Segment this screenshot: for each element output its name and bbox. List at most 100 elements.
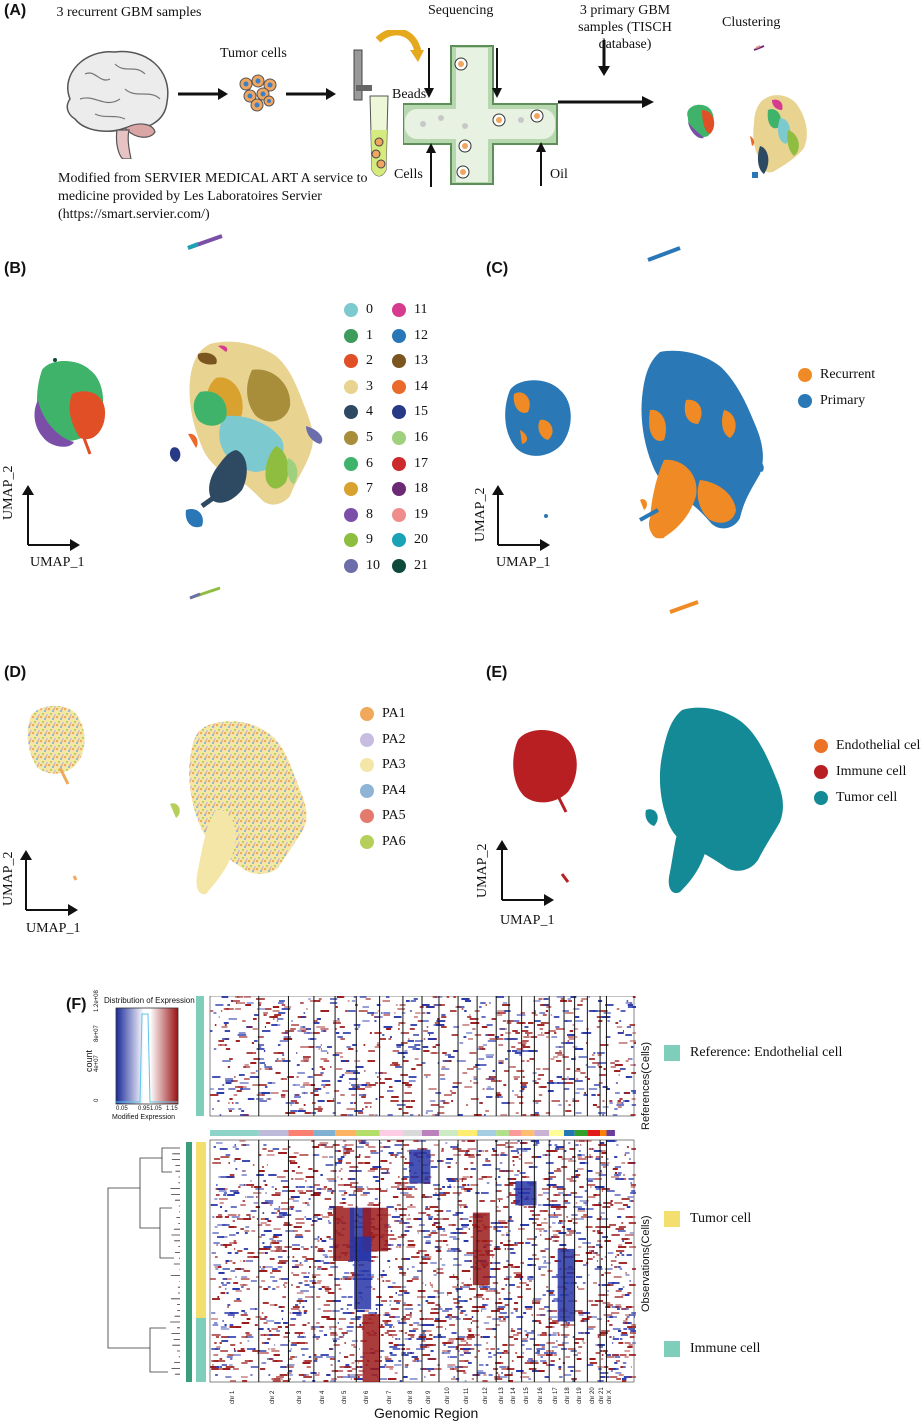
heatmap-cell (431, 1230, 436, 1232)
legend-dot (344, 533, 358, 548)
heatmap-cell (592, 1230, 596, 1232)
heatmap-cell (549, 1080, 553, 1082)
heatmap-cell (500, 1062, 504, 1064)
heatmap-cell (212, 1324, 219, 1326)
heatmap-cell (606, 1190, 615, 1192)
chromosome-strip (210, 1130, 259, 1136)
legend-dot (360, 707, 374, 721)
heatmap-cell (403, 1222, 410, 1224)
heatmap-cell (305, 1028, 312, 1030)
heatmap-cell (606, 1356, 615, 1358)
heatmap-cell (294, 1094, 300, 1096)
heatmap-cell (330, 1332, 337, 1334)
heatmap-cell (435, 1304, 441, 1306)
heatmap-cell (278, 1212, 288, 1214)
heatmap-cell (577, 1168, 584, 1170)
heatmap-cell (497, 1348, 500, 1350)
heatmap-cell (218, 1040, 225, 1042)
heatmap-cell (391, 1062, 399, 1064)
heatmap-cell (583, 1202, 588, 1204)
heatmap-cell (481, 1308, 487, 1310)
stray-cluster-a (187, 234, 223, 250)
heatmap-cell (410, 1100, 416, 1102)
heatmap-cell (597, 1062, 607, 1064)
heatmap-cell (629, 1040, 636, 1042)
cluster-legend-item: 9 (344, 532, 373, 548)
heatmap-cell (229, 1234, 236, 1236)
heatmap-cell (272, 1288, 276, 1290)
heatmap-cell (623, 1376, 632, 1378)
heatmap-cell (442, 1352, 451, 1354)
heatmap-cell (445, 1142, 448, 1144)
heatmap-cell (411, 1068, 416, 1070)
heatmap-cell (619, 1068, 626, 1070)
heatmap-cell (614, 1064, 623, 1066)
heatmap-cell (212, 1298, 220, 1300)
heatmap-cell (328, 1208, 333, 1210)
heatmap-cell (289, 1206, 295, 1208)
pa-legend-label: PA3 (382, 757, 406, 773)
umap-e-axes (496, 840, 554, 906)
heatmap-cell (389, 1162, 392, 1164)
heatmap-cell (413, 1140, 419, 1142)
heatmap-cell (307, 1076, 310, 1078)
heatmap-cell (462, 1072, 468, 1074)
heatmap-cell (419, 1344, 428, 1346)
heatmap-cell (234, 1144, 236, 1146)
heatmap-cell (567, 1230, 576, 1232)
heatmap-cell (238, 1074, 245, 1076)
heatmap-cell (473, 1296, 483, 1298)
heatmap-cell (436, 1292, 445, 1294)
heatmap-cell (427, 1296, 436, 1298)
heatmap-cell (623, 1328, 628, 1330)
heatmap-cell (316, 1296, 321, 1298)
heatmap-cell (467, 1184, 470, 1186)
heatmap-cell (502, 1004, 511, 1006)
heatmap-cell (529, 1210, 535, 1212)
heatmap-cell (221, 1236, 228, 1238)
heatmap-cell (574, 1080, 583, 1082)
heatmap-cell (492, 1070, 495, 1072)
heatmap-cell (323, 1286, 330, 1288)
heatmap-cell (628, 1162, 632, 1164)
heatmap-cell (429, 1100, 436, 1102)
heatmap-cell (442, 1350, 450, 1352)
heatmap-cell (428, 1088, 437, 1090)
heatmap-cell (573, 1342, 579, 1344)
heatmap-cell (437, 1062, 440, 1064)
heatmap-cell (290, 1196, 299, 1198)
heatmap-cell (411, 1278, 419, 1280)
heatmap-cell (321, 1084, 326, 1086)
heatmap-cell (380, 1150, 383, 1152)
heatmap-cell (383, 1014, 391, 1016)
heatmap-cell (332, 1022, 341, 1024)
heatmap-cell (619, 1020, 622, 1022)
heatmap-cell (328, 1180, 337, 1182)
heatmap-cell (398, 1330, 401, 1332)
heatmap-cell (294, 1236, 304, 1238)
heatmap-cell (346, 1330, 353, 1332)
heatmap-cell (379, 1078, 382, 1080)
heatmap-cell (340, 1038, 345, 1040)
heatmap-cell (426, 1214, 431, 1216)
heatmap-cell (529, 1338, 536, 1340)
heatmap-cell (299, 1028, 308, 1030)
heatmap-cell (517, 1152, 519, 1154)
heatmap-cell (406, 1280, 413, 1282)
heatmap-cell (251, 1252, 255, 1254)
heatmap-cell (326, 1190, 336, 1192)
heatmap-cell (395, 1154, 399, 1156)
heatmap-cell (338, 1170, 342, 1172)
genomic-region-xlabel: Genomic Region (374, 1405, 479, 1421)
heatmap-cell (485, 1328, 495, 1330)
heatmap-cell (265, 1192, 267, 1194)
heatmap-cell (614, 1202, 623, 1204)
heatmap-cell (250, 1308, 257, 1310)
heatmap-cell (413, 1016, 418, 1018)
heatmap-cell (587, 1078, 591, 1080)
heatmap-cell (303, 1360, 313, 1362)
heatmap-cell (306, 1204, 310, 1206)
heatmap-cell (468, 1348, 475, 1350)
cluster-legend-label: 15 (414, 404, 428, 420)
heatmap-cell (625, 1216, 633, 1218)
